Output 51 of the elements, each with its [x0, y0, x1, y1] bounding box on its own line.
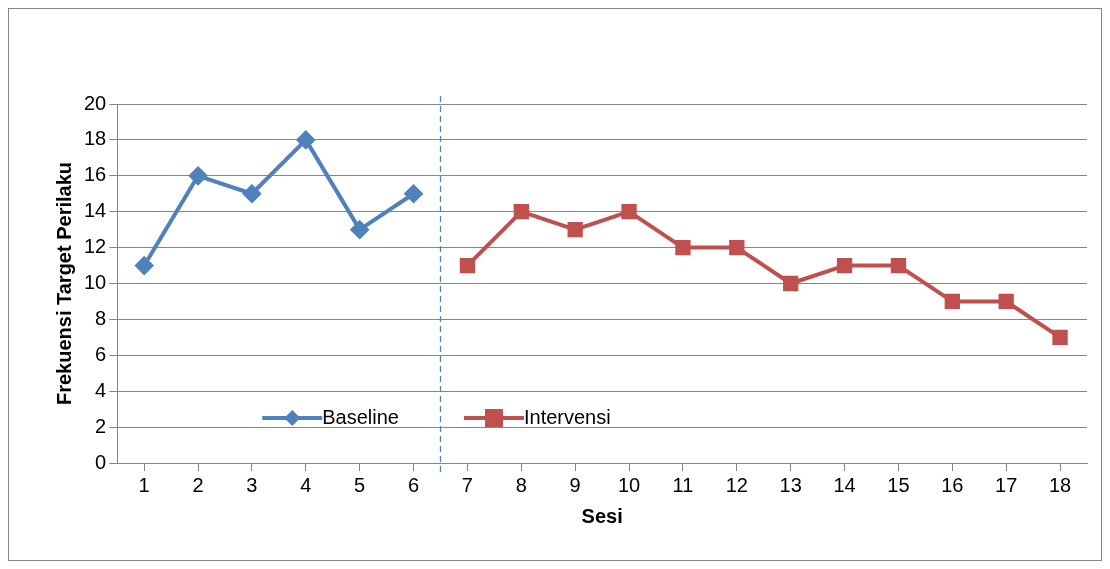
x-tick-label: 2 [192, 473, 204, 496]
x-tick-label: 18 [1048, 473, 1072, 496]
point [675, 239, 691, 256]
point [1052, 329, 1068, 346]
point [404, 184, 423, 203]
y-tick-label: 12 [84, 235, 107, 258]
x-tick-label: 5 [354, 473, 366, 496]
x-tick-label: 16 [941, 473, 964, 496]
y-tick-label: 8 [95, 306, 107, 329]
point [890, 257, 907, 274]
point [459, 257, 476, 274]
x-tick-label: 9 [569, 473, 581, 496]
point [350, 220, 369, 239]
x-tick-label: 6 [408, 473, 420, 496]
point [998, 293, 1014, 310]
y-tick-label: 2 [95, 414, 107, 437]
x-tick-label: 13 [779, 473, 802, 496]
y-tick-label: 20 [84, 91, 107, 114]
x-tick-label: 10 [617, 473, 641, 496]
y-tick-label: 18 [84, 127, 107, 150]
point [621, 204, 637, 220]
x-tick-label: 7 [461, 473, 473, 496]
point [729, 239, 745, 256]
point [135, 256, 154, 275]
x-tick-label: 15 [887, 473, 910, 496]
point [296, 130, 315, 149]
y-tick-label: 6 [95, 342, 107, 365]
legend-label: Baseline [322, 405, 399, 428]
point [189, 166, 208, 185]
point [783, 275, 799, 292]
x-tick-label: 8 [515, 473, 527, 496]
y-tick-label: 14 [84, 199, 107, 222]
x-tick-label: 12 [725, 473, 748, 496]
y-axis-title: Frekuensi Target Perilaku [52, 161, 75, 406]
x-axis-title: Sesi [581, 504, 623, 527]
x-tick-label: 14 [833, 473, 856, 496]
x-tick-label: 3 [246, 473, 258, 496]
y-tick-label: 0 [95, 450, 107, 473]
y-tick-label: 10 [84, 271, 107, 294]
x-tick-label: 11 [672, 473, 694, 496]
x-tick-label: 17 [995, 473, 1018, 496]
point [836, 257, 853, 274]
y-tick-label: 4 [95, 378, 107, 401]
y-tick-label: 16 [84, 163, 107, 186]
point [242, 184, 261, 203]
legend-label: Intervensi [523, 405, 611, 428]
point [567, 221, 583, 238]
x-tick-label: 4 [300, 473, 312, 496]
x-tick-label: 1 [138, 473, 150, 496]
point [944, 293, 960, 310]
point [513, 204, 529, 220]
